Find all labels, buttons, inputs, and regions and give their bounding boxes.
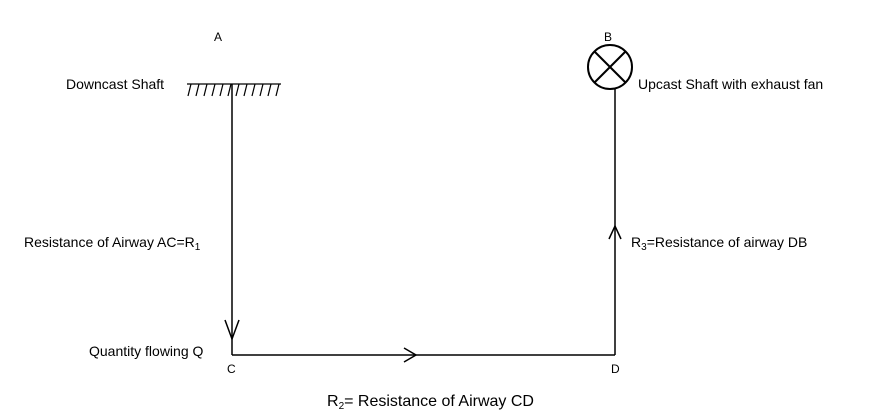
- resistance-cd-label: R2= Resistance of Airway CD: [327, 393, 534, 412]
- upcast-shaft-label: Upcast Shaft with exhaust fan: [638, 76, 824, 92]
- downcast-shaft-surface: [187, 83, 281, 97]
- resistance-ac-subscript: 1: [194, 242, 201, 253]
- airway-ac-arrowhead: [224, 319, 240, 342]
- resistance-ac-text: Resistance of Airway AC=R: [24, 234, 195, 250]
- resistance-cd-symbol: R: [327, 393, 339, 410]
- resistance-ac-label: Resistance of Airway AC=R1: [24, 234, 200, 253]
- exhaust-fan-icon: [587, 44, 633, 90]
- node-label-c: C: [227, 362, 236, 376]
- node-label-d: D: [611, 362, 620, 376]
- downcast-shaft-label: Downcast Shaft: [66, 76, 165, 92]
- airway-db-arrowhead: [608, 224, 622, 240]
- node-label-a: A: [214, 30, 223, 44]
- resistance-db-symbol: R: [631, 234, 642, 250]
- resistance-db-subscript: 3: [641, 242, 647, 253]
- resistance-cd-subscript: 2: [338, 401, 345, 412]
- node-label-b: B: [604, 30, 613, 44]
- quantity-flowing-label: Quantity flowing Q: [89, 343, 204, 359]
- resistance-cd-text: = Resistance of Airway CD: [344, 393, 534, 410]
- resistance-db-label: R3=Resistance of airway DB: [631, 234, 807, 253]
- airway-cd-arrowhead: [403, 347, 418, 363]
- resistance-db-text: =Resistance of airway DB: [646, 234, 808, 250]
